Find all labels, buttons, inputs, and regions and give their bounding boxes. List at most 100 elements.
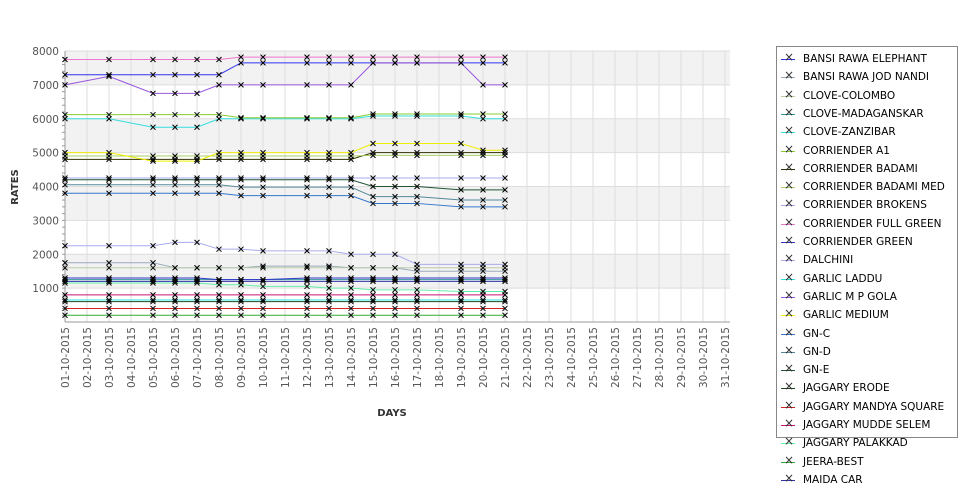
- data-point: [304, 184, 310, 191]
- data-point: [194, 239, 200, 246]
- data-point: [370, 54, 376, 60]
- legend-item[interactable]: GARLIC LADDU: [777, 270, 882, 287]
- data-point: [172, 298, 178, 305]
- data-point: [502, 305, 508, 312]
- data-point: [392, 200, 398, 207]
- data-point: [502, 276, 508, 283]
- data-point: [150, 90, 156, 97]
- data-point: [348, 285, 354, 291]
- data-point: [172, 111, 178, 118]
- data-point: [172, 239, 178, 246]
- legend-marker-icon: [781, 196, 795, 210]
- x-tick-label: 27-10-2015: [632, 327, 644, 388]
- data-point: [150, 259, 156, 266]
- data-point: [348, 305, 354, 312]
- data-point: [480, 261, 486, 268]
- data-point: [326, 60, 332, 66]
- data-point: [62, 297, 68, 303]
- data-point: [304, 263, 310, 269]
- legend-item[interactable]: MAIDA CAR: [777, 471, 863, 488]
- data-point: [150, 292, 156, 298]
- data-point: [172, 264, 178, 271]
- data-point: [414, 193, 420, 200]
- legend-item[interactable]: JAGGARY MANDYA SQUARE: [777, 398, 944, 415]
- data-point: [194, 278, 200, 285]
- data-point: [392, 193, 398, 200]
- data-point: [260, 54, 266, 60]
- legend-item[interactable]: CORRIENDER GREEN: [777, 233, 913, 250]
- data-point: [106, 280, 112, 286]
- legend-item[interactable]: CORRIENDER BADAMI MED: [777, 178, 945, 195]
- legend-item[interactable]: JAGGARY ERODE: [777, 379, 890, 396]
- legend-label: JAGGARY PALAKKAD: [803, 437, 908, 450]
- data-point: [370, 286, 376, 293]
- legend-label: CORRIENDER GREEN: [803, 236, 913, 248]
- data-point: [458, 298, 464, 305]
- data-point: [392, 152, 398, 159]
- data-point: [370, 292, 376, 298]
- data-point: [238, 246, 244, 253]
- data-point: [458, 113, 464, 119]
- data-point: [392, 292, 398, 298]
- legend-item[interactable]: CORRIENDER FULL GREEN: [777, 215, 941, 232]
- legend-item[interactable]: CLOVE-COLOMBO: [777, 87, 895, 104]
- data-point: [480, 312, 486, 319]
- data-point: [326, 248, 332, 254]
- data-point: [260, 60, 266, 66]
- legend-item[interactable]: CORRIENDER BROKENS: [777, 196, 927, 213]
- y-tick-label: 1000: [32, 283, 59, 295]
- data-point: [172, 297, 178, 303]
- data-point: [238, 278, 244, 285]
- data-point: [62, 115, 68, 122]
- legend-item[interactable]: GN-E: [777, 361, 829, 378]
- legend-item[interactable]: GN-C: [777, 325, 830, 342]
- data-point: [238, 184, 244, 191]
- legend-label: GARLIC MEDIUM: [803, 309, 889, 322]
- data-point: [106, 298, 112, 305]
- data-point: [458, 152, 464, 159]
- x-tick-label: 08-10-2015: [214, 327, 226, 388]
- y-tick-label: 8000: [32, 46, 59, 58]
- data-point: [480, 288, 486, 295]
- data-point: [62, 242, 68, 249]
- legend-item[interactable]: JAGGARY PALAKKAD: [777, 434, 908, 451]
- legend-label: JAGGARY ERODE: [803, 382, 890, 395]
- data-point: [326, 312, 332, 319]
- legend-item[interactable]: CLOVE-MADAGANSKAR: [777, 105, 924, 122]
- legend-item[interactable]: GARLIC M P GOLA: [777, 288, 897, 305]
- legend-item[interactable]: DALCHINI: [777, 251, 853, 268]
- data-point: [414, 54, 420, 60]
- data-point: [370, 251, 376, 258]
- grid-band: [65, 118, 730, 153]
- legend-item[interactable]: JEERA-BEST: [777, 453, 864, 470]
- data-point: [150, 278, 156, 285]
- data-point: [370, 276, 376, 283]
- data-point: [194, 124, 200, 131]
- legend-item[interactable]: GARLIC MEDIUM: [777, 306, 889, 323]
- legend-item[interactable]: BANSI RAWA ELEPHANT: [777, 50, 927, 67]
- legend-item[interactable]: CORRIENDER BADAMI: [777, 160, 918, 177]
- legend-item[interactable]: GN-D: [777, 343, 831, 360]
- legend-item[interactable]: CORRIENDER A1: [777, 142, 890, 159]
- data-point: [238, 54, 244, 60]
- data-point: [480, 203, 486, 210]
- data-point: [216, 176, 222, 183]
- legend-item[interactable]: CLOVE-ZANZIBAR: [777, 123, 896, 140]
- data-point: [326, 114, 332, 121]
- data-point: [238, 114, 244, 121]
- data-point: [194, 71, 200, 78]
- data-point: [106, 278, 112, 285]
- legend-marker-icon: [781, 105, 795, 119]
- data-point: [326, 298, 332, 305]
- legend-item[interactable]: BANSI RAWA JOD NANDI: [777, 68, 929, 85]
- legend-marker-icon: [781, 233, 795, 247]
- data-point: [370, 278, 376, 285]
- data-point: [304, 312, 310, 319]
- data-point: [106, 73, 112, 80]
- legend-marker-icon: [781, 416, 795, 430]
- data-point: [150, 190, 156, 197]
- data-point: [414, 298, 420, 305]
- data-point: [172, 181, 178, 188]
- legend-item[interactable]: JAGGARY MUDDE SELEM: [777, 416, 930, 433]
- data-point: [238, 312, 244, 319]
